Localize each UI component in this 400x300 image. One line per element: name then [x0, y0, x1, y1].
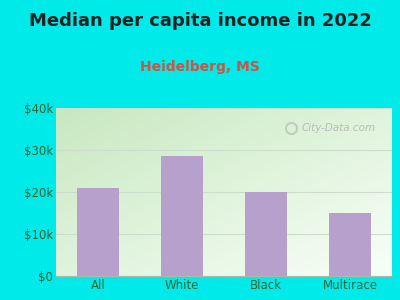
- Text: Heidelberg, MS: Heidelberg, MS: [140, 60, 260, 74]
- Text: Median per capita income in 2022: Median per capita income in 2022: [28, 12, 372, 30]
- Bar: [329, 213, 371, 276]
- Bar: [161, 156, 203, 276]
- Bar: [245, 192, 287, 276]
- Bar: [77, 188, 119, 276]
- Text: City-Data.com: City-Data.com: [301, 123, 376, 133]
